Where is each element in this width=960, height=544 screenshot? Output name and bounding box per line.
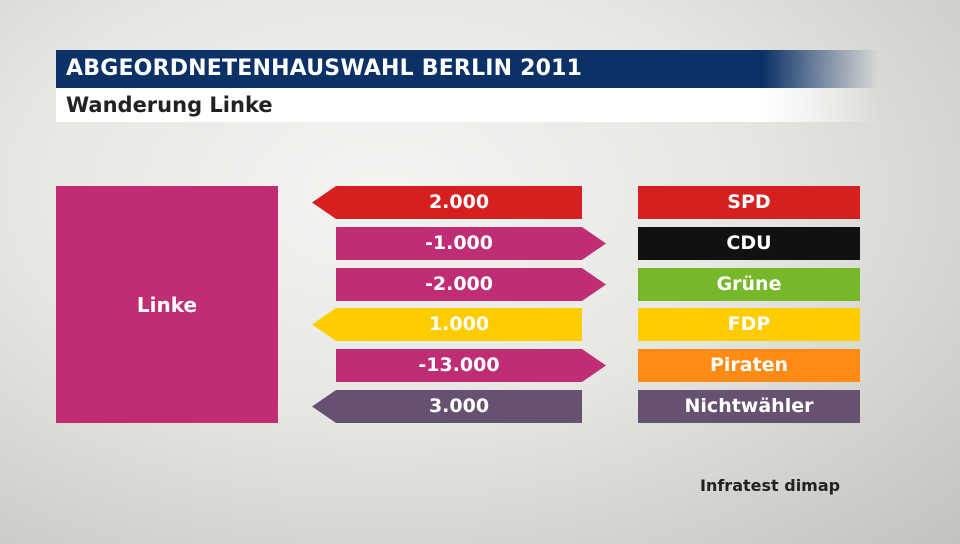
- flow-value-label: 1.000: [428, 313, 490, 335]
- flow-value-label: -13.000: [418, 354, 500, 376]
- party-box-cdu: CDU: [638, 227, 860, 260]
- source-credit: Infratest dimap: [700, 476, 841, 495]
- flow-value-label: 3.000: [428, 395, 490, 417]
- flow-arrow-fdp: 1.000: [312, 308, 582, 341]
- flow-arrow-grüne: -2.000: [336, 268, 606, 301]
- flow-arrow-cdu: -1.000: [336, 227, 606, 260]
- party-box-piraten: Piraten: [638, 349, 860, 382]
- chart-title: ABGEORDNETENHAUSWAHL BERLIN 2011: [56, 50, 878, 88]
- chart-subtitle: Wanderung Linke: [56, 88, 878, 122]
- source-party-label: Linke: [136, 292, 198, 317]
- flow-arrow-nichtwähler: 3.000: [312, 390, 582, 423]
- flow-arrow-piraten: -13.000: [336, 349, 606, 382]
- source-party-box: Linke: [56, 186, 278, 423]
- party-box-spd: SPD: [638, 186, 860, 219]
- party-box-grüne: Grüne: [638, 268, 860, 301]
- party-box-fdp: FDP: [638, 308, 860, 341]
- flow-value-label: 2.000: [428, 191, 490, 213]
- flow-value-label: -1.000: [425, 232, 493, 254]
- flow-value-label: -2.000: [425, 273, 493, 295]
- flow-arrow-spd: 2.000: [312, 186, 582, 219]
- party-box-nichtwähler: Nichtwähler: [638, 390, 860, 423]
